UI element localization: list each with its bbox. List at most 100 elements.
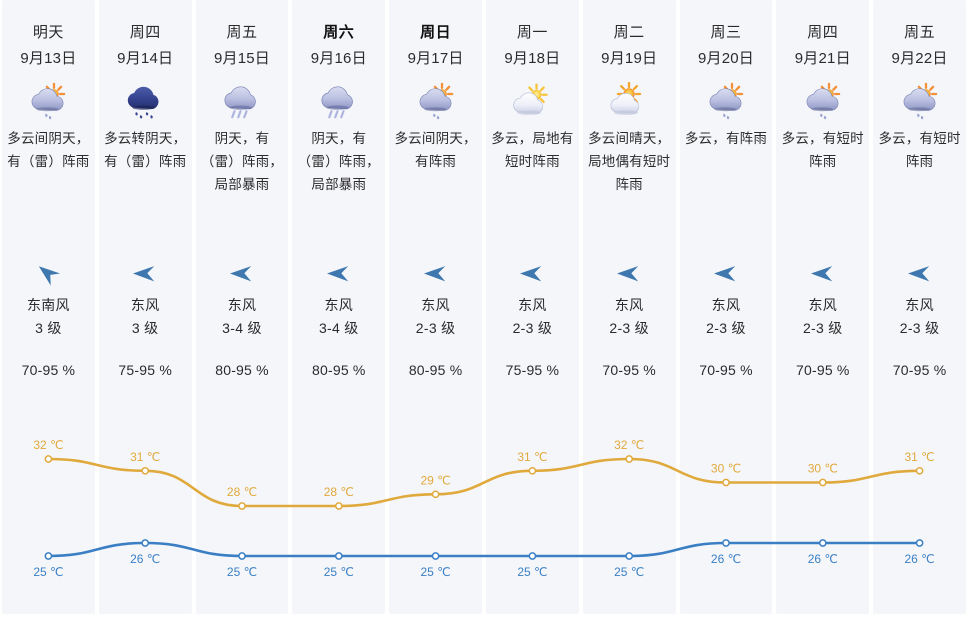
wind-level: 3-4 级 — [318, 320, 359, 337]
low-temp-line — [47, 541, 921, 558]
day-date: 9月21日 — [794, 49, 851, 67]
daily-forecast-row: 明天 9月13日 多云间阴天，有（雷）阵雨 周四 9月14日 — [0, 0, 968, 420]
low-temp-label: 26 ℃ — [711, 552, 741, 566]
wind-direction: 东风 — [324, 297, 354, 313]
high-temp-point[interactable] — [334, 502, 343, 510]
high-temp-label: 32 ℃ — [614, 438, 644, 452]
day-name: 周六 — [323, 24, 355, 41]
humidity-range: 80-95 % — [215, 362, 269, 379]
high-temp-point[interactable] — [915, 466, 924, 475]
wind-direction: 东风 — [421, 297, 450, 313]
high-temp-label: 29 ℃ — [421, 473, 451, 487]
day-date: 9月19日 — [601, 49, 658, 67]
high-temp-point[interactable] — [818, 478, 827, 487]
wind-humidity-cell: 东风 2-3 级 70-95 % — [581, 262, 678, 422]
high-temp-point[interactable] — [141, 466, 150, 475]
wind-direction: 东风 — [130, 297, 160, 313]
weather-description: 多云，有短时阵雨 — [781, 130, 864, 169]
high-temp-line — [47, 457, 921, 508]
high-temp-point[interactable] — [625, 455, 634, 463]
wind-level: 2-3 级 — [609, 320, 649, 337]
day-name: 周五 — [226, 24, 258, 41]
high-temp-label: 30 ℃ — [808, 462, 838, 476]
low-temp-point[interactable] — [334, 552, 343, 560]
wind-level: 2-3 级 — [706, 320, 746, 337]
wind-humidity-cell: 东风 2-3 级 80-95 % — [387, 262, 484, 422]
day-name: 周一 — [516, 24, 548, 41]
wind-level: 2-3 级 — [415, 320, 456, 337]
day-forecast-card[interactable]: 周六 9月16日 阴天，有（雷）阵雨，局部暴雨 — [290, 0, 387, 420]
humidity-range: 80-95 % — [312, 362, 366, 379]
high-temp-point[interactable] — [431, 490, 440, 499]
weather-description: 阴天，有（雷）阵雨，局部暴雨 — [200, 130, 284, 192]
wind-humidity-cell: 东风 2-3 级 70-95 % — [774, 262, 871, 422]
cloudy-sun-rain-icon — [32, 82, 66, 120]
high-temp-point[interactable] — [722, 478, 730, 487]
high-temp-label: 28 ℃ — [324, 485, 354, 499]
weather-description: 多云间晴天，局地偶有短时阵雨 — [588, 130, 671, 192]
low-temp-point[interactable] — [722, 539, 730, 547]
high-temp-point[interactable] — [238, 502, 246, 510]
wind-humidity-cell: 东风 2-3 级 75-95 % — [484, 262, 581, 422]
day-date: 9月16日 — [310, 49, 367, 67]
cloud-rain-icon — [224, 86, 256, 119]
day-date: 9月18日 — [504, 49, 561, 67]
day-forecast-card[interactable]: 周五 9月22日 多云，有短时阵雨 — [871, 0, 968, 420]
low-temp-point[interactable] — [818, 539, 827, 547]
wind-humidity-row: 东南风 3 级 70-95 % 东风 3 级 75-95 % 东风 3-4 级 80-95 % 东… — [0, 262, 968, 422]
low-temp-point[interactable] — [431, 552, 440, 560]
wind-direction: 东南风 — [26, 297, 70, 313]
weather-description: 多云间阴天，有阵雨 — [394, 130, 477, 169]
weather-description: 多云，有阵雨 — [684, 130, 768, 146]
humidity-range: 70-95 % — [21, 362, 76, 379]
high-temp-point[interactable] — [44, 455, 53, 463]
humidity-range: 70-95 % — [699, 362, 753, 379]
high-temp-label: 30 ℃ — [711, 462, 741, 476]
cloudy-sun-rain-icon — [419, 82, 453, 120]
wind-level: 3 级 — [131, 320, 159, 337]
low-temp-point[interactable] — [238, 552, 246, 560]
arrow-east-icon — [617, 266, 639, 282]
day-name: 周五 — [904, 24, 936, 41]
low-temp-label: 25 ℃ — [33, 565, 63, 579]
day-forecast-card[interactable]: 周三 9月20日 多云，有阵雨 — [678, 0, 775, 420]
wind-humidity-cell: 东风 3 级 75-95 % — [97, 262, 194, 422]
day-forecast-card[interactable]: 周四 9月14日 多云转阴天，有（雷）阵雨 — [97, 0, 194, 420]
day-forecast-card[interactable]: 周五 9月15日 阴天，有（雷）阵雨，局部暴雨 — [194, 0, 291, 420]
low-temp-label: 25 ℃ — [324, 565, 354, 579]
low-temp-label: 25 ℃ — [517, 565, 547, 579]
arrow-east-icon — [810, 266, 832, 282]
dark-cloud-rain-icon — [128, 86, 159, 119]
day-name: 周四 — [129, 24, 161, 41]
wind-direction: 东风 — [808, 297, 838, 313]
humidity-range: 75-95 % — [118, 362, 172, 379]
low-temp-label: 26 ℃ — [808, 552, 838, 566]
wind-humidity-cell: 东风 2-3 级 70-95 % — [678, 262, 775, 422]
humidity-range: 70-95 % — [796, 362, 850, 379]
wind-direction: 东风 — [711, 297, 741, 313]
high-temp-label: 32 ℃ — [33, 438, 63, 452]
day-forecast-card[interactable]: 周二 9月19日 多云间晴天，局地偶有短时阵雨 — [581, 0, 678, 420]
wind-direction: 东风 — [905, 297, 934, 313]
high-temp-label: 31 ℃ — [905, 450, 935, 464]
day-forecast-card[interactable]: 明天 9月13日 多云间阴天，有（雷）阵雨 — [0, 0, 97, 420]
low-temp-label: 25 ℃ — [614, 565, 644, 579]
cloudy-sun-rain-icon — [806, 82, 841, 120]
low-temp-point[interactable] — [625, 552, 634, 560]
day-name: 周日 — [420, 24, 452, 41]
arrow-east-icon — [133, 266, 155, 282]
day-forecast-card[interactable]: 周四 9月21日 多云，有短时阵雨 — [774, 0, 871, 420]
sun-cloud-icon — [610, 81, 642, 115]
high-temp-point[interactable] — [528, 466, 537, 475]
low-temp-point[interactable] — [141, 539, 150, 547]
low-temp-point[interactable] — [528, 552, 537, 560]
low-temp-point[interactable] — [915, 539, 924, 547]
low-temp-point[interactable] — [44, 552, 53, 560]
low-temp-label: 25 ℃ — [421, 565, 451, 579]
day-forecast-card[interactable]: 周一 9月18日 多云，局地有短时阵雨 — [484, 0, 581, 420]
wind-humidity-cell: 东风 3-4 级 80-95 % — [194, 262, 291, 422]
wind-level: 3-4 级 — [222, 320, 262, 337]
arrow-east-icon — [520, 266, 542, 282]
day-forecast-card[interactable]: 周日 9月17日 多云间阴天，有阵雨 — [387, 0, 484, 420]
